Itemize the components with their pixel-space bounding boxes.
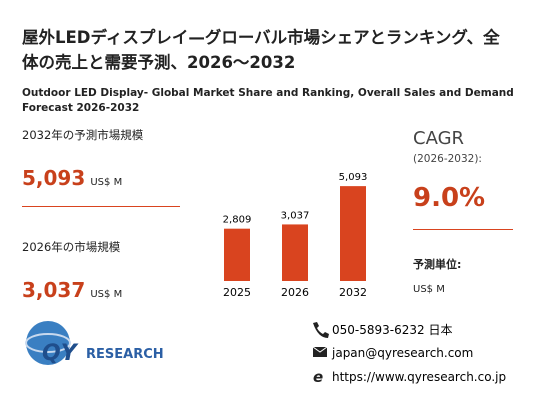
- divider: [413, 229, 513, 230]
- unit-label: 予測単位:: [413, 258, 462, 271]
- x-tick-label: 2025: [223, 286, 251, 299]
- value-label: 2,809: [223, 215, 252, 226]
- web-icon: e: [313, 368, 323, 386]
- bar: [282, 224, 308, 281]
- bar: [340, 186, 366, 281]
- value-label: 3,037: [281, 210, 310, 221]
- subtitle: Outdoor LED Display- Global Market Share…: [22, 87, 514, 114]
- forecast-value: 5,093: [22, 166, 86, 190]
- current-unit: US$ M: [90, 289, 123, 300]
- cagr-value: 9.0%: [413, 183, 486, 213]
- bar: [224, 228, 250, 281]
- logo-qy: QY: [42, 341, 79, 366]
- current-value: 3,037: [22, 278, 86, 302]
- x-tick-label: 2032: [339, 286, 367, 299]
- divider: [22, 206, 180, 207]
- logo: QY RESEARCH: [25, 321, 164, 366]
- forecast-label: 2032年の予測市場規模: [22, 128, 144, 142]
- current-label: 2026年の市場規模: [22, 240, 121, 254]
- forecast-unit: US$ M: [90, 177, 123, 188]
- contact-web: https://www.qyresearch.co.jp: [332, 370, 506, 384]
- logo-research: RESEARCH: [86, 347, 164, 362]
- cagr-label: CAGR: [413, 128, 465, 149]
- contact-phone: 050-5893-6232 日本: [332, 323, 452, 337]
- value-label: 5,093: [339, 172, 368, 183]
- cagr-period: (2026-2032):: [413, 153, 482, 165]
- title: 屋外LEDディスプレイ—グローバル市場シェアとランキング、全体の売上と需要予測、…: [22, 28, 500, 72]
- mail-icon: [312, 346, 328, 353]
- x-tick-label: 2026: [281, 286, 309, 299]
- phone-icon: [313, 322, 329, 338]
- unit: US$ M: [413, 284, 445, 295]
- contact-email: japan@qyresearch.com: [331, 346, 473, 360]
